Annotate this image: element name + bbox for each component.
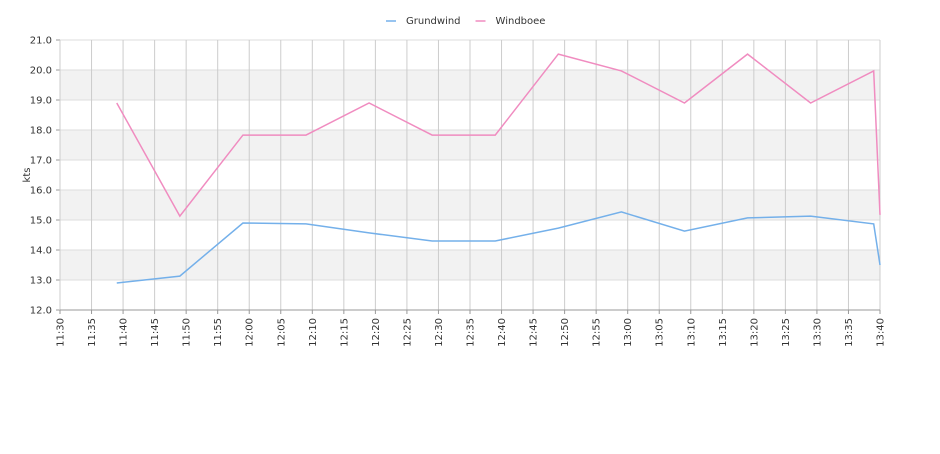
x-tick-label: 12:00 (245, 318, 256, 347)
x-tick-label: 12:10 (308, 318, 319, 347)
series-line (116, 211, 881, 284)
y-axis-label: kts (22, 168, 33, 183)
x-tick-label: 13:25 (781, 318, 792, 347)
x-tick-label: 12:40 (497, 318, 508, 347)
x-tick-label: 12:55 (592, 318, 603, 347)
y-tick-label: 16.0 (30, 186, 52, 197)
x-tick-label: 12:35 (466, 318, 477, 347)
x-tick-label: 13:20 (749, 318, 760, 347)
x-tick-label: 12:50 (560, 318, 571, 347)
y-tick-label: 19.0 (30, 96, 52, 107)
x-tick-label: 13:40 (876, 318, 887, 347)
y-tick-label: 21.0 (30, 36, 52, 47)
x-tick-label: 11:55 (213, 318, 224, 347)
x-tick-label: 12:05 (276, 318, 287, 347)
x-tick-label: 12:30 (434, 318, 445, 347)
x-tick-label: 13:30 (812, 318, 823, 347)
x-tick-label: 11:45 (150, 318, 161, 347)
legend-label: Grundwind (406, 16, 461, 27)
x-tick-label: 11:30 (56, 318, 67, 347)
x-tick-label: 12:25 (402, 318, 413, 347)
x-tick-label: 12:45 (529, 318, 540, 347)
y-tick-label: 20.0 (30, 66, 52, 77)
x-tick-label: 12:15 (339, 318, 350, 347)
legend-label: Windboee (496, 16, 546, 27)
y-tick-label: 14.0 (30, 246, 52, 257)
y-tick-label: 17.0 (30, 156, 52, 167)
y-tick-label: 18.0 (30, 126, 52, 137)
x-tick-label: 11:35 (87, 318, 98, 347)
x-tick-label: 13:15 (718, 318, 729, 347)
x-tick-label: 13:00 (623, 318, 634, 347)
y-tick-label: 15.0 (30, 216, 52, 227)
x-tick-label: 13:05 (655, 318, 666, 347)
y-tick-label: 13.0 (30, 276, 52, 287)
x-tick-label: 12:20 (371, 318, 382, 347)
x-tick-label: 13:10 (686, 318, 697, 347)
y-tick-label: 12.0 (30, 306, 52, 317)
series-line (116, 53, 881, 218)
x-tick-label: 11:50 (182, 318, 193, 347)
x-tick-label: 13:35 (844, 318, 855, 347)
x-tick-label: 11:40 (119, 318, 130, 347)
